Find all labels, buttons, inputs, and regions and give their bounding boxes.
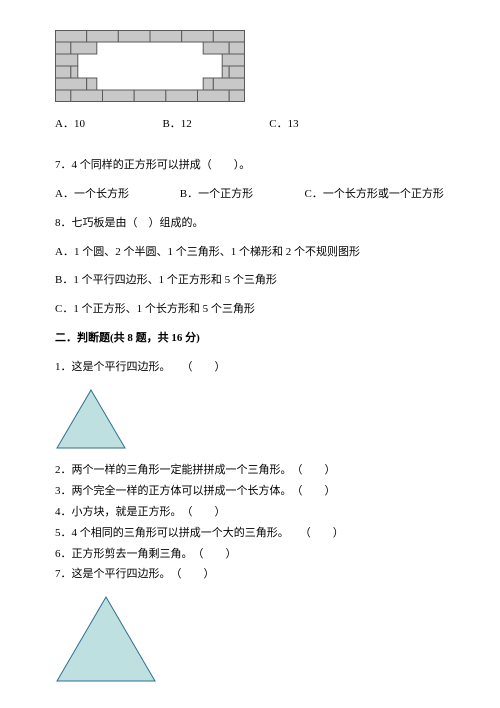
judge-2: 2．两个一样的三角形一定能拼拼成一个三角形。 （ ） (55, 460, 445, 481)
judge-4: 4．小方块，就是正方形。 （ ） (55, 502, 445, 523)
judge-5: 5．4 个相同的三角形可以拼成一个大的三角形。 （ ） (55, 523, 445, 544)
judge-3: 3．两个完全一样的正方体可以拼成一个长方体。 （ ） (55, 481, 445, 502)
q7-options: A．一个长方形 B．一个正方形 C．一个长方形或一个正方形 (55, 184, 445, 205)
q6-options: A．10 B．12 C．13 (55, 114, 445, 135)
q7-opt-b: B．一个正方形 (180, 184, 302, 205)
q8-opt-b: B．1 个平行四边形、1 个正方形和 5 个三角形 (55, 270, 445, 291)
judge-7: 7．这是个平行四边形。 （ ） (55, 564, 445, 585)
q7-opt-c: C．一个长方形或一个正方形 (305, 184, 444, 205)
page: A．10 B．12 C．13 7．4 个同样的正方形可以拼成（ ）。 A．一个长… (0, 0, 500, 708)
q7-stem: 7．4 个同样的正方形可以拼成（ ）。 (55, 155, 445, 176)
q6-opt-a: A．10 (55, 114, 85, 135)
q6-opt-c: C．13 (269, 114, 298, 135)
q8-stem: 8．七巧板是由（ ）组成的。 (55, 213, 445, 234)
section-2-header: 二．判断题(共 8 题，共 16 分) (55, 328, 445, 349)
triangle-figure-1 (55, 388, 127, 450)
q7-opt-a: A．一个长方形 (55, 184, 177, 205)
q6-opt-b: B．12 (162, 114, 191, 135)
q8-opt-c: C．1 个正方形、1 个长方形和 5 个三角形 (55, 299, 445, 320)
brick-wall-figure (55, 30, 245, 102)
judge-1: 1．这是个平行四边形。 （ ） (55, 357, 445, 378)
q8-opt-a: A．1 个圆、2 个半圆、1 个三角形、1 个梯形和 2 个不规则图形 (55, 242, 445, 263)
judge-6: 6．正方形剪去一角剩三角。 （ ） (55, 544, 445, 565)
triangle-figure-2 (55, 595, 157, 683)
